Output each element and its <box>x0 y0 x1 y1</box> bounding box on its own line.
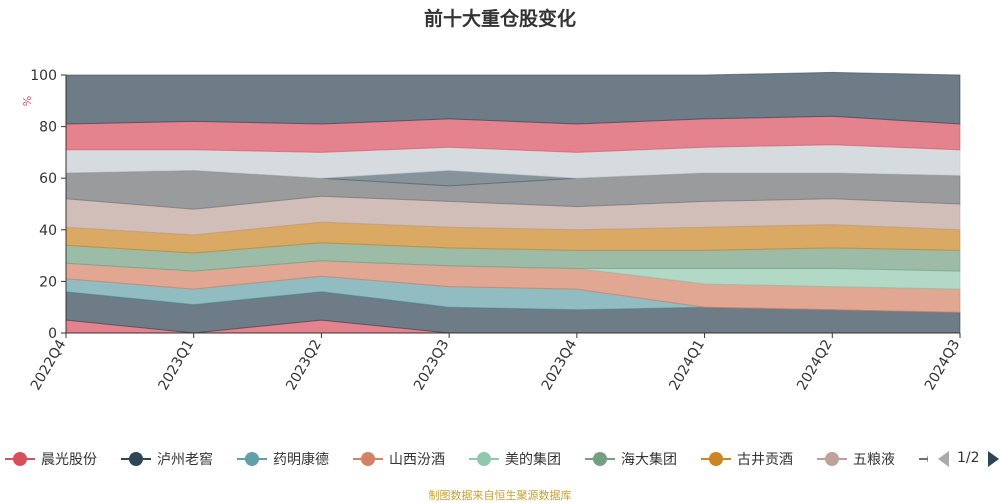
legend-marker-icon <box>469 452 499 466</box>
legend-marker-icon <box>237 452 267 466</box>
legend-pager: 1/2 <box>936 448 1000 470</box>
y-tick-label: 40 <box>39 223 57 239</box>
legend-marker-icon <box>121 452 151 466</box>
legend-marker-icon <box>817 452 847 466</box>
legend-marker-icon <box>701 452 731 466</box>
y-tick-label: 20 <box>39 274 57 290</box>
y-tick-label: 0 <box>48 326 57 342</box>
y-tick-label: 80 <box>39 120 57 136</box>
x-tick-label: 2024Q3 <box>922 337 964 393</box>
legend-marker-icon <box>918 452 928 466</box>
x-tick-label: 2024Q2 <box>794 337 836 393</box>
data-source-note: 制图数据来自恒生聚源数据库 <box>428 489 572 502</box>
y-tick-label: 100 <box>30 68 57 84</box>
x-tick-label: 2023Q3 <box>411 337 453 393</box>
legend-label: 海大集团 <box>621 452 677 468</box>
chart-title: 前十大重仓股变化 <box>423 8 576 30</box>
x-tick-label: 2024Q1 <box>666 337 708 393</box>
legend-label: 山西汾酒 <box>389 452 445 468</box>
stacked-area-chart: 0 20 40 60 80 100 2022Q4 2023Q1 2023Q2 2023Q3 2023… <box>21 68 964 393</box>
legend-label: 晨光股份 <box>41 452 97 468</box>
legend-marker-icon <box>5 452 35 466</box>
legend-next-page-icon[interactable] <box>988 451 999 467</box>
legend-marker-icon <box>353 452 383 466</box>
y-axis-unit-label: % <box>21 96 34 106</box>
legend-label: 五粮液 <box>853 452 895 468</box>
y-tick-label: 60 <box>39 171 57 187</box>
series-areas <box>65 71 961 334</box>
legend-items: 晨光股份泸州老窖药明康德山西汾酒美的集团海大集团古井贡酒五粮液海尔智家 <box>0 446 928 472</box>
x-tick-label: 2022Q4 <box>28 337 70 393</box>
x-tick-label: 2023Q2 <box>283 337 325 393</box>
x-tick-label: 2023Q4 <box>539 337 581 393</box>
x-tick-label: 2023Q1 <box>156 337 198 393</box>
legend-page-indicator: 1/2 <box>957 450 980 466</box>
legend-label: 古井贡酒 <box>737 452 793 468</box>
legend-prev-page-icon[interactable] <box>938 451 949 467</box>
legend-label: 药明康德 <box>273 452 329 468</box>
area-series-unnamed-12[interactable] <box>65 71 961 125</box>
legend-label: 美的集团 <box>505 452 561 468</box>
legend-label: 泸州老窖 <box>157 452 213 468</box>
legend-marker-icon <box>585 452 615 466</box>
chart-legend: 晨光股份泸州老窖药明康德山西汾酒美的集团海大集团古井贡酒五粮液海尔智家 1/2 <box>0 446 1000 472</box>
